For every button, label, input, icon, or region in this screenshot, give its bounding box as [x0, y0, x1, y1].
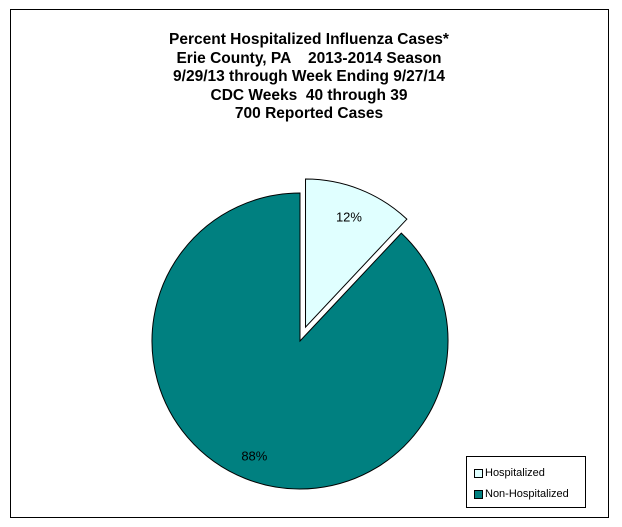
title-line-1: Percent Hospitalized Influenza Cases*	[169, 31, 449, 48]
title-line-5: 700 Reported Cases	[234, 105, 384, 122]
legend-item-hospitalized: Hospitalized	[474, 466, 545, 480]
title-line-4: CDC Weeks 40 through 39	[210, 86, 408, 104]
chart-area: Percent Hospitalized Influenza Cases* Er…	[10, 9, 609, 518]
legend-label-hospitalized: Hospitalized	[485, 467, 545, 479]
legend-swatch-hospitalized	[474, 468, 483, 478]
legend-item-non-hospitalized: Non-Hospitalized	[474, 487, 569, 501]
pie-slice-hospitalized	[305, 178, 408, 329]
legend-swatch-non-hospitalized	[474, 489, 483, 499]
title-line-2: Erie County, PA 2013-2014 Season	[176, 49, 442, 67]
legend: Hospitalized Non-Hospitalized	[466, 456, 586, 508]
legend-label-non-hospitalized: Non-Hospitalized	[485, 488, 569, 500]
pie-chart: 12% 88%	[151, 178, 449, 490]
pie-slice-non-hospitalized	[151, 192, 449, 490]
title-line-3: 9/29/13 through Week Ending 9/27/14	[173, 68, 445, 85]
chart-title: Percent Hospitalized Influenza Cases* Er…	[11, 31, 607, 124]
data-label-non-hospitalized: 88%	[241, 448, 267, 463]
data-label-hospitalized: 12%	[336, 209, 362, 224]
